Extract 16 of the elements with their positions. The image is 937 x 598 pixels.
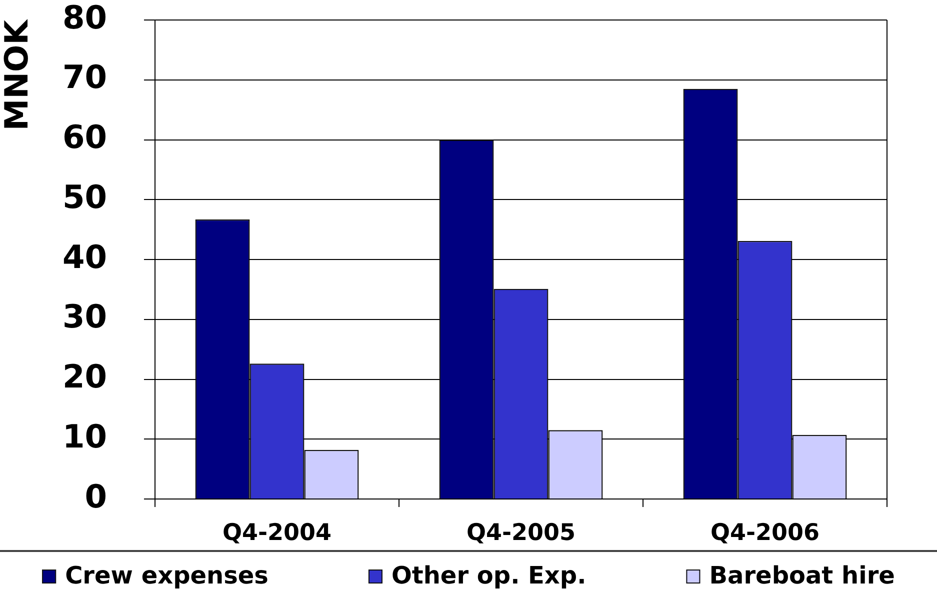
- legend-label: Bareboat hire: [709, 562, 895, 590]
- x-tick-label: Q4-2006: [710, 520, 820, 546]
- y-tick-label: 0: [84, 477, 107, 516]
- legend-label: Other op. Exp.: [391, 562, 586, 590]
- y-tick-label: 50: [62, 178, 107, 216]
- x-tick-label: Q4-2005: [466, 520, 576, 546]
- y-tick-label: 30: [62, 298, 107, 336]
- y-tick-label: 10: [62, 417, 107, 456]
- y-tick-label: 70: [62, 58, 107, 96]
- y-tick-label: 40: [62, 238, 107, 276]
- y-tick-label: 20: [62, 358, 107, 396]
- y-tick-label: 80: [62, 0, 107, 36]
- y-axis-title: MNOK: [0, 18, 36, 131]
- y-tick-label: 60: [62, 118, 107, 156]
- legend-label: Crew expenses: [65, 562, 268, 590]
- x-tick-label: Q4-2004: [222, 520, 332, 546]
